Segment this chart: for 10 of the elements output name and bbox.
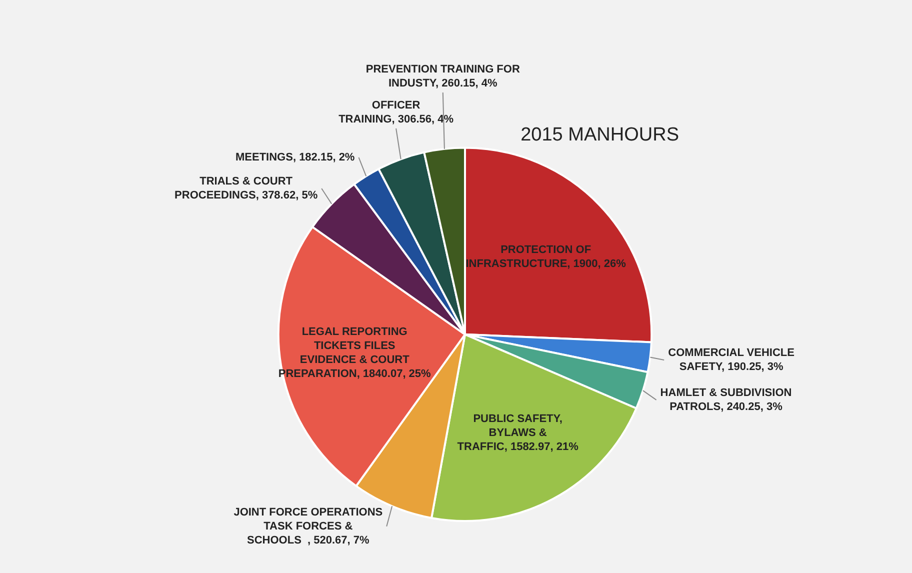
slice-label: PREVENTION TRAINING FOR INDUSTY, 260.15, 4% — [366, 64, 520, 90]
text: 2015 MANHOURS — [520, 124, 679, 146]
slice-label: PROTECTION OF INFRASTRUCTURE, 1900, 26% — [466, 244, 626, 270]
slice-label: TRIALS & COURT PROCEEDINGS, 378.62, 5% — [174, 176, 318, 202]
slice-label: JOINT FORCE OPERATIONS TASK FORCES & SCHOOLS , 520.67, 7% — [234, 506, 383, 546]
slice-label: OFFICER TRAINING, 306.56, 4% — [338, 100, 454, 126]
slice-label: PUBLIC SAFETY, BYLAWS & TRAFFIC, 1582.97, 21% — [457, 413, 579, 454]
slice-label: COMMERCIAL VEHICLE SAFETY, 190.25, 3% — [668, 346, 794, 373]
slice-label: MEETINGS, 182.15, 2% — [236, 152, 355, 164]
slice-label: HAMLET & SUBDIVISION PATROLS, 240.25, 3% — [660, 386, 792, 413]
